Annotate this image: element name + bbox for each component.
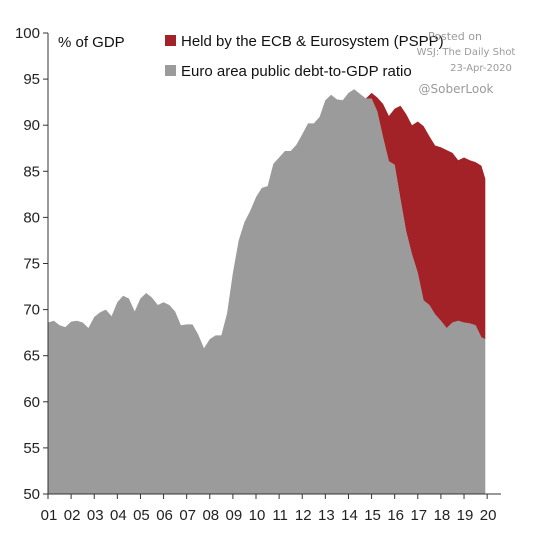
x-tick-label: 13: [318, 507, 335, 524]
x-tick-label: 08: [202, 507, 219, 524]
legend: Held by the ECB & Eurosystem (PSPP) Euro…: [165, 33, 444, 80]
x-tick-label: 04: [110, 507, 127, 524]
y-tick-label: 65: [23, 348, 40, 365]
x-tick-label: 01: [41, 507, 58, 524]
y-tick-label: 60: [23, 394, 40, 411]
legend-swatch-debt: [165, 65, 176, 76]
source-text: WSJ: The Daily Shot: [417, 47, 516, 58]
x-tick-label: 05: [133, 507, 150, 524]
debt-ratio-area: [48, 89, 486, 494]
x-tick-label: 15: [364, 507, 381, 524]
plot-area: [48, 89, 486, 494]
date-text: 23-Apr-2020: [450, 63, 512, 74]
legend-label-pspp: Held by the ECB & Eurosystem (PSPP): [181, 33, 444, 50]
x-tick-label: 14: [341, 507, 358, 524]
x-tick-label: 12: [295, 507, 312, 524]
y-tick-label: 100: [15, 25, 40, 42]
x-tick-label: 10: [249, 507, 266, 524]
x-tick-label: 09: [226, 507, 243, 524]
x-tick-label: 11: [272, 507, 288, 524]
x-tick-label: 17: [410, 507, 427, 524]
y-tick-label: 80: [23, 209, 40, 226]
y-tick-label: 90: [23, 117, 40, 134]
x-tick-label: 20: [480, 507, 497, 524]
y-tick-label: 95: [23, 71, 40, 88]
x-tick-label: 16: [387, 507, 404, 524]
y-tick-label: 70: [23, 302, 40, 319]
watermark: Posted on WSJ: The Daily Shot 23-Apr-202…: [417, 30, 516, 96]
legend-label-debt: Euro area public debt-to-GDP ratio: [181, 63, 412, 80]
y-tick-label: 85: [23, 163, 40, 180]
unit-label: % of GDP: [58, 34, 125, 51]
y-tick-label: 75: [23, 256, 40, 273]
handle-text: @SoberLook: [419, 82, 494, 96]
posted-on-text: Posted on: [428, 30, 482, 43]
x-tick-label: 03: [87, 507, 104, 524]
y-tick-label: 55: [23, 440, 40, 457]
x-tick-label: 18: [434, 507, 451, 524]
x-tick-label: 02: [64, 507, 81, 524]
x-tick-label: 06: [156, 507, 173, 524]
y-axis-ticks: 50 55 60 65 70 75 80 85 90 95 100: [15, 25, 48, 503]
x-axis-ticks: 01 02 03 04 05 06 07 08 09 10 11 12 13 14 15 16 17 18 19 20: [41, 494, 497, 524]
y-tick-label: 50: [23, 486, 40, 503]
x-tick-label: 19: [457, 507, 474, 524]
legend-swatch-pspp: [165, 35, 176, 46]
x-tick-label: 07: [179, 507, 196, 524]
pspp-holdings-area: [365, 92, 486, 340]
